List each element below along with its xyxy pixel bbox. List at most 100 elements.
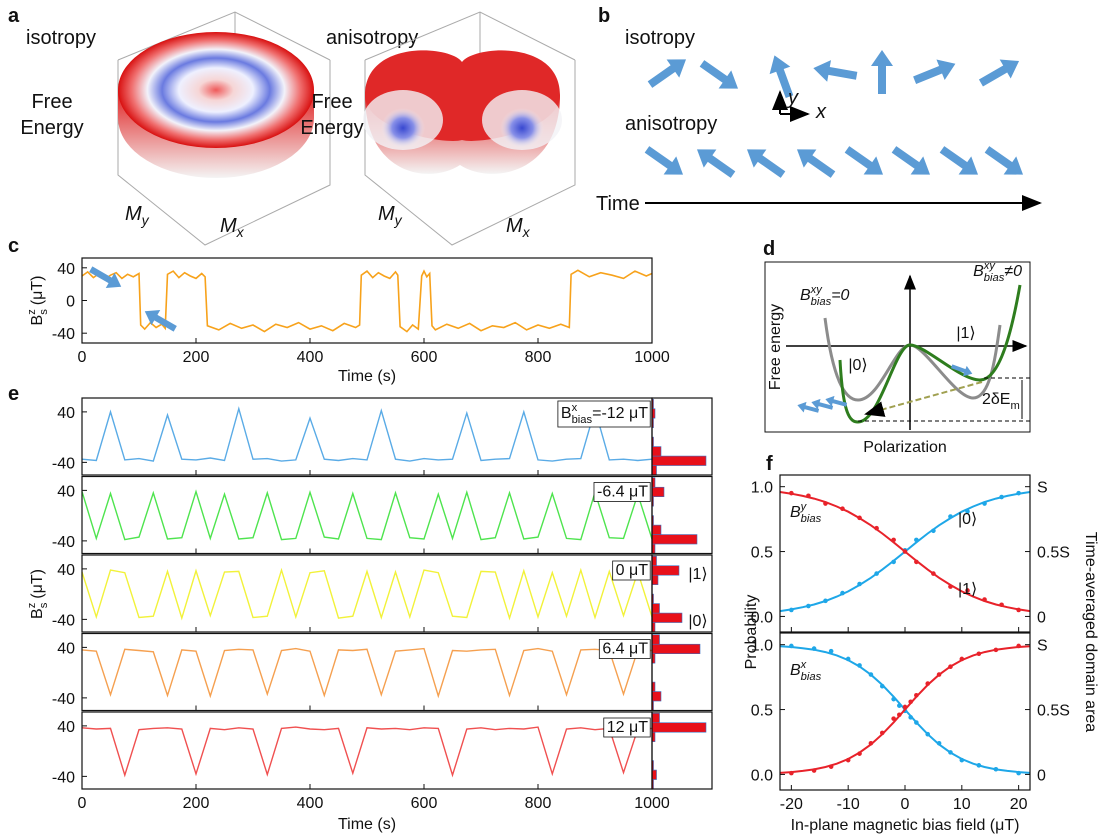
series-label: |0⟩ (958, 511, 977, 528)
panel-label: d (763, 238, 775, 260)
label-part: B (800, 287, 811, 304)
hist-bar (652, 644, 700, 653)
row-label: anisotropy (625, 113, 717, 135)
series-label: 6.4 μT (602, 641, 648, 658)
label-part: y (141, 212, 150, 228)
plot-frame (82, 555, 652, 632)
time-label: Time (596, 193, 640, 215)
x-tick-label: 10 (953, 796, 971, 813)
label-part: B (29, 608, 46, 619)
state-label: |0⟩ (848, 357, 867, 374)
x-tick-label: 0 (901, 796, 910, 813)
label-part: M (125, 203, 142, 225)
data-point (914, 560, 919, 565)
data-point (948, 584, 953, 589)
panel-label: f (766, 453, 773, 475)
label-part: B (973, 263, 984, 280)
label-part: s (38, 602, 50, 608)
y-label: Bzs (μT) (26, 569, 50, 619)
hist-bar (652, 723, 706, 732)
label-part: = (592, 405, 601, 422)
label-part: (μT) (29, 569, 46, 599)
label-part: x (572, 402, 578, 414)
field-label: Bybias (790, 501, 822, 525)
x-tick-label: 600 (411, 795, 438, 812)
data-point (903, 705, 908, 710)
x-label: In-plane magnetic bias field (μT) (791, 817, 1020, 834)
label-part: B (790, 504, 801, 521)
figure: a isotropy anisotropy Free Energy Free E… (0, 0, 1101, 837)
y-tick-label: -40 (52, 534, 75, 551)
data-point (869, 672, 874, 677)
y-tick-label: 0.0 (751, 767, 773, 784)
x-tick-label: 20 (1010, 796, 1028, 813)
hist-bar (652, 535, 697, 544)
z-label: Free (31, 91, 72, 113)
label-part: m (1010, 400, 1019, 412)
x-tick-label: 0 (78, 795, 87, 812)
arrow (741, 140, 790, 183)
arrow (936, 140, 985, 183)
data-point (846, 758, 851, 763)
anisotropic-bowl (363, 50, 562, 173)
label-part: bias (984, 272, 1005, 284)
data-point (869, 741, 874, 746)
label-part: x (800, 659, 807, 671)
data-point (806, 604, 811, 609)
y-tick-label: -40 (52, 691, 75, 708)
data-point (1016, 771, 1021, 776)
data-point (982, 501, 987, 506)
hist-bar (652, 692, 661, 701)
hist-bar (652, 713, 660, 722)
label-part: 2δE (982, 391, 1010, 408)
arrow (691, 140, 740, 183)
arrow (888, 140, 937, 183)
label-part: z (26, 309, 38, 315)
data-point (994, 767, 999, 772)
arrow (791, 140, 840, 183)
label-part: M (378, 203, 395, 225)
data-point (931, 528, 936, 533)
label-part: z (26, 602, 38, 608)
y-tick-label: 40 (57, 640, 75, 657)
label-part: ≠0 (1004, 263, 1022, 280)
hist-bar (652, 456, 706, 465)
data-point (857, 516, 862, 521)
data-point (812, 646, 817, 651)
series-label: |1⟩ (958, 581, 977, 598)
data-point (891, 716, 896, 721)
data-point (857, 751, 862, 756)
axis-label: My (125, 203, 150, 228)
y-tick-label: 0.5S (1037, 703, 1070, 720)
x-tick-label: 600 (411, 349, 438, 366)
data-point (999, 602, 1004, 607)
data-point (789, 491, 794, 496)
hist-bar (652, 770, 657, 779)
data-point (948, 664, 953, 669)
arrow-row (641, 140, 1030, 183)
panel-title: isotropy (26, 27, 96, 49)
label-part: B (29, 315, 46, 326)
y-tick-label: -40 (52, 612, 75, 629)
series-label: 0 μT (616, 562, 649, 579)
label-part: bias (811, 296, 832, 308)
data-point (874, 526, 879, 531)
y-tick-label: 0 (1037, 767, 1046, 784)
x-tick-label: 800 (525, 349, 552, 366)
hist-bar (652, 635, 660, 644)
label-part: =0 (831, 287, 849, 304)
x-tick-label: 200 (183, 349, 210, 366)
data-point (891, 560, 896, 565)
data-point (823, 501, 828, 506)
data-point (977, 763, 982, 768)
label-part: B (790, 662, 801, 679)
axis-label: Mx (506, 215, 531, 240)
label-part: B (561, 405, 572, 422)
data-point (925, 732, 930, 737)
x-tick-label: 800 (525, 795, 552, 812)
arrow (641, 140, 690, 183)
label-part: bias (572, 414, 593, 426)
data-point (806, 493, 811, 498)
y-tick-label: 40 (57, 483, 75, 500)
label-part: bias (801, 671, 822, 683)
